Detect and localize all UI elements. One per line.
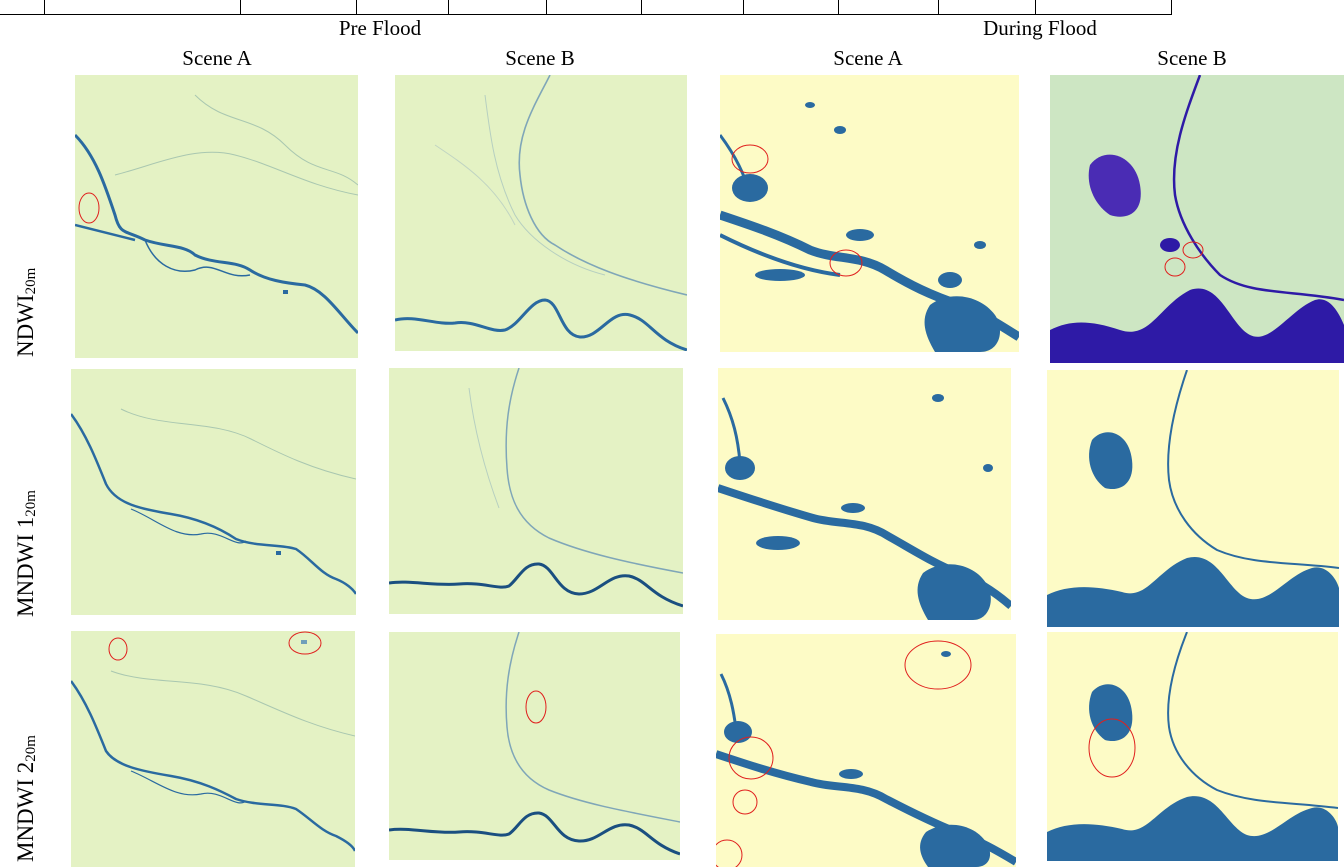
row-label-ndwi: NDWI20m [13, 267, 39, 357]
scene-header: Scene B [1157, 46, 1227, 70]
map-during-scene-a-mndwi2 [716, 634, 1016, 867]
table-tick [641, 0, 642, 15]
map-during-scene-a-mndwi1 [718, 368, 1011, 620]
table-tick [743, 0, 744, 15]
row-label-mndwi1: MNDWI 120m [13, 490, 39, 617]
table-tick [448, 0, 449, 15]
map-during-scene-b-mndwi2 [1047, 632, 1338, 861]
table-tick [44, 0, 45, 15]
map-during-scene-b-ndwi [1050, 75, 1344, 363]
map-pre-scene-b-mndwi2 [389, 632, 680, 860]
table-tick [838, 0, 839, 15]
map-pre-scene-b-mndwi1 [389, 368, 683, 614]
scene-header: Scene A [833, 46, 903, 70]
table-tick [1171, 0, 1172, 15]
table-tick [1035, 0, 1036, 15]
map-pre-scene-a-ndwi [75, 75, 358, 358]
map-pre-scene-a-mndwi1 [71, 369, 356, 615]
group-header-during-flood: During Flood [983, 16, 1097, 40]
scene-header: Scene B [505, 46, 575, 70]
group-header-pre-flood: Pre Flood [338, 16, 422, 40]
table-tick [546, 0, 547, 15]
table-tick [240, 0, 241, 15]
map-pre-scene-b-ndwi [395, 75, 687, 351]
table-border-line [0, 14, 1172, 15]
map-pre-scene-a-mndwi2 [71, 631, 355, 867]
scene-header: Scene A [182, 46, 252, 70]
table-tick [356, 0, 357, 15]
map-during-scene-a-ndwi [720, 75, 1019, 352]
row-label-mndwi2: MNDWI 220m [13, 735, 39, 862]
table-tick [938, 0, 939, 15]
map-during-scene-b-mndwi1 [1047, 370, 1339, 627]
